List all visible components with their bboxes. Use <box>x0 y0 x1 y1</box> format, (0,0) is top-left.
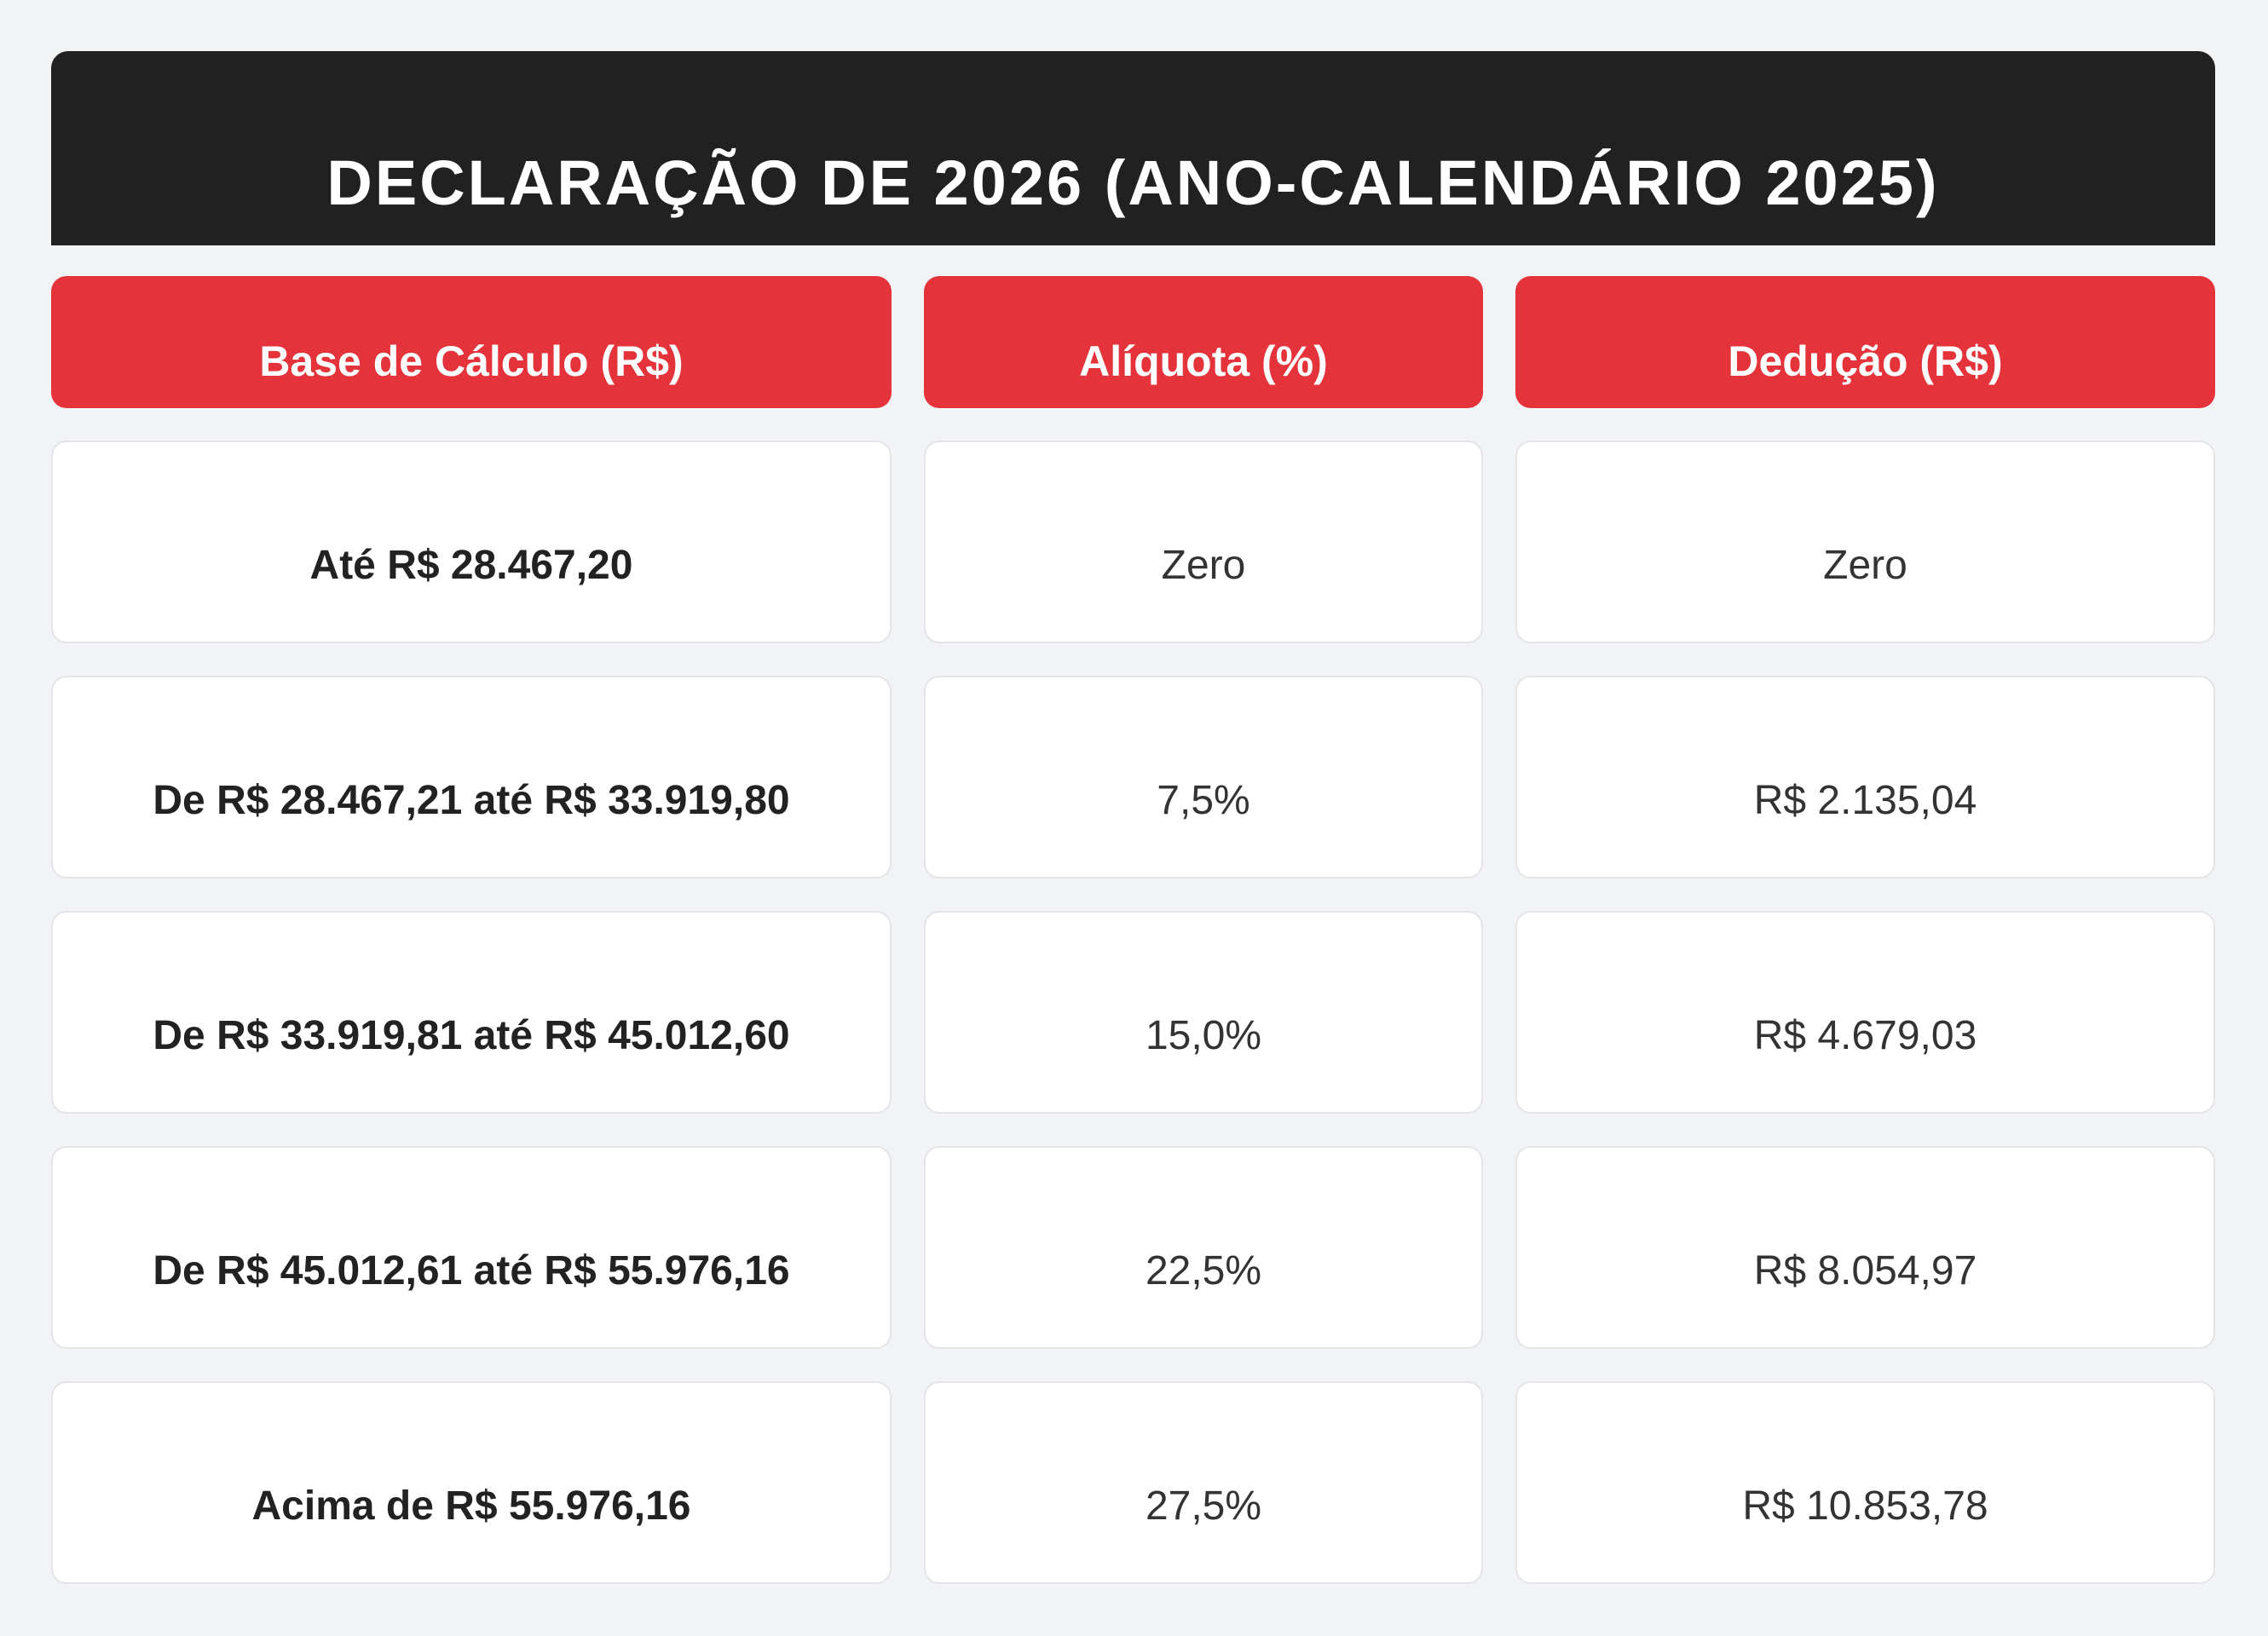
row-5-base: Acima de R$ 55.976,16 <box>51 1381 892 1584</box>
row-3-deducao: R$ 4.679,03 <box>1515 911 2215 1114</box>
row-4-base: De R$ 45.012,61 até R$ 55.976,16 <box>51 1146 892 1349</box>
row-4-deducao: R$ 8.054,97 <box>1515 1146 2215 1349</box>
row-2-aliquota: 7,5% <box>924 676 1483 878</box>
title-bar: DECLARAÇÃO DE 2026 (ANO-CALENDÁRIO 2025) <box>51 51 2215 245</box>
row-5-deducao: R$ 10.853,78 <box>1515 1381 2215 1584</box>
page-title: DECLARAÇÃO DE 2026 (ANO-CALENDÁRIO 2025) <box>326 147 1940 218</box>
row-1-base: Até R$ 28.467,20 <box>51 441 892 643</box>
header-base-calculo: Base de Cálculo (R$) <box>51 276 892 408</box>
row-3-aliquota: 15,0% <box>924 911 1483 1114</box>
tax-table: Base de Cálculo (R$) Alíquota (%) Deduçã… <box>51 276 2215 1584</box>
row-3-base: De R$ 33.919,81 até R$ 45.012,60 <box>51 911 892 1114</box>
row-1-aliquota: Zero <box>924 441 1483 643</box>
row-2-deducao: R$ 2.135,04 <box>1515 676 2215 878</box>
row-4-aliquota: 22,5% <box>924 1146 1483 1349</box>
row-1-deducao: Zero <box>1515 441 2215 643</box>
row-5-aliquota: 27,5% <box>924 1381 1483 1584</box>
header-aliquota: Alíquota (%) <box>924 276 1483 408</box>
row-2-base: De R$ 28.467,21 até R$ 33.919,80 <box>51 676 892 878</box>
header-deducao: Dedução (R$) <box>1515 276 2215 408</box>
